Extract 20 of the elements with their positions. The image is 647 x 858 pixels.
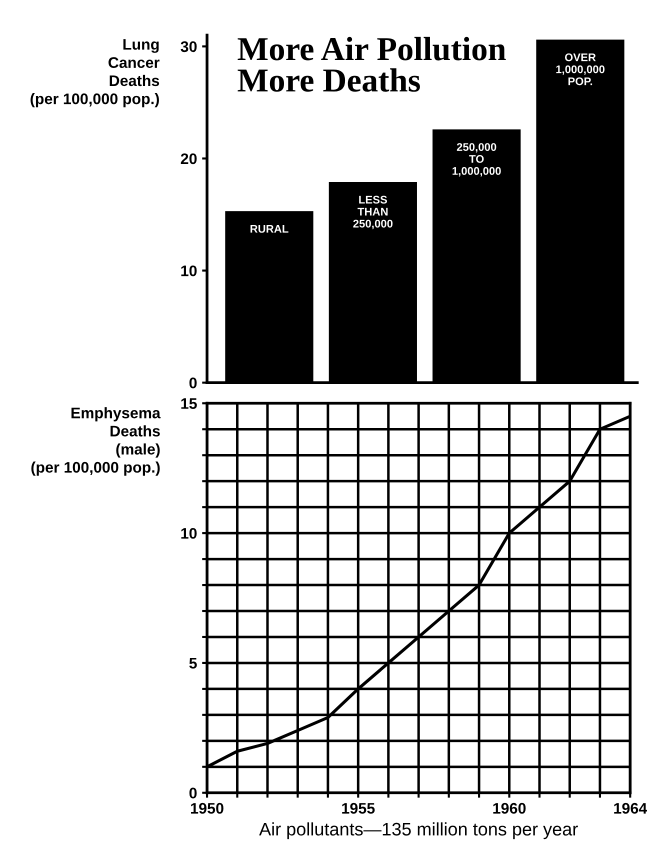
- x-tick-label: 1960: [493, 802, 526, 814]
- y-axis-title: Lung Cancer Deaths (per 100,000 pop.): [30, 39, 160, 108]
- x-tick-label: 1964: [614, 802, 647, 814]
- y-tick-label: 10: [181, 528, 197, 539]
- chart-title: More Air Pollution More Deaths: [238, 36, 506, 92]
- y-tick-label: 0: [189, 378, 197, 388]
- x-tick-label: RURAL: [250, 225, 288, 233]
- y-tick-label: 15: [181, 398, 197, 409]
- y-tick-label: 5: [189, 658, 197, 669]
- x-axis-title: Air pollutants—135 million tons per year: [259, 822, 578, 840]
- x-tick-label: 250,000 TO 1,000,000: [452, 143, 501, 176]
- x-tick-label: LESS THAN 250,000: [353, 196, 393, 230]
- y-tick-label: 0: [189, 788, 197, 798]
- y-tick-label: 20: [180, 153, 197, 164]
- x-tick-label: OVER 1,000,000 POP.: [556, 53, 605, 86]
- x-tick-label: 1955: [342, 802, 375, 814]
- y-tick-label: 10: [181, 265, 197, 276]
- x-tick-label: 1950: [191, 802, 224, 814]
- y-tick-label: 30: [180, 41, 197, 52]
- y-axis-title: Emphysema Deaths (male) (per 100,000 pop.): [31, 407, 161, 476]
